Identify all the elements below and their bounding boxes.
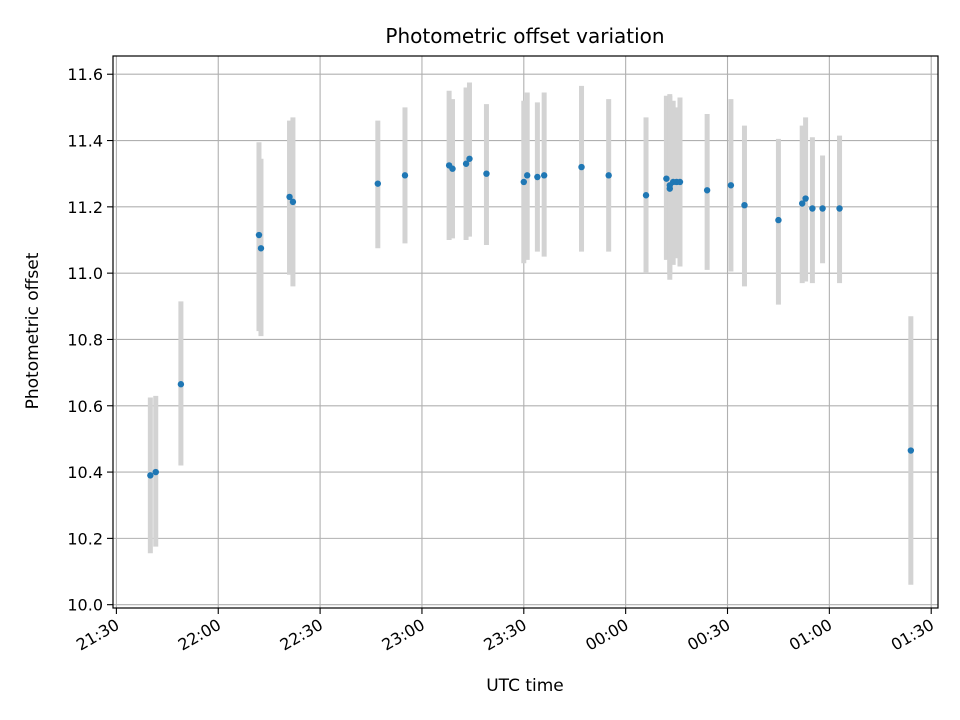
data-point xyxy=(289,198,297,206)
data-point xyxy=(819,205,826,212)
data-point xyxy=(775,216,782,224)
data-point xyxy=(798,200,806,207)
data-point xyxy=(727,182,735,189)
data-point xyxy=(578,163,585,171)
chart-title: Photometric offset variation xyxy=(385,24,664,48)
data-point xyxy=(255,231,263,239)
y-tick-label: 10.4 xyxy=(67,463,103,482)
data-point xyxy=(483,170,490,177)
y-tick-label: 11.0 xyxy=(67,264,103,283)
data-point xyxy=(449,165,456,172)
y-axis: 10.0 10.2 10.4 10.6 10.8 11.0 11.2 11.4 11.6 xyxy=(67,65,113,615)
data-point xyxy=(177,381,185,388)
plot-frame xyxy=(112,55,939,609)
data-points xyxy=(147,155,915,479)
data-point xyxy=(520,178,528,186)
data-point xyxy=(374,180,382,187)
y-tick-label: 10.0 xyxy=(67,596,103,615)
data-point xyxy=(152,468,159,476)
data-point xyxy=(663,175,670,182)
data-point xyxy=(676,178,684,186)
data-point xyxy=(741,201,748,209)
data-point xyxy=(286,193,293,201)
data-point xyxy=(703,187,711,194)
y-tick-label: 10.8 xyxy=(67,330,103,349)
y-tick-label: 11.6 xyxy=(67,65,103,84)
data-point xyxy=(462,160,470,167)
y-axis-label: Photometric offset xyxy=(23,252,43,409)
data-point xyxy=(907,447,915,454)
data-point xyxy=(257,245,265,252)
y-tick-label: 10.2 xyxy=(67,529,103,548)
data-point xyxy=(802,195,809,202)
data-point xyxy=(523,172,531,179)
data-point xyxy=(642,192,650,199)
y-tick-label: 11.2 xyxy=(67,198,103,217)
data-point xyxy=(540,172,548,179)
data-point xyxy=(147,472,154,479)
data-point xyxy=(809,205,816,212)
y-tick-label: 10.6 xyxy=(67,397,103,416)
y-tick-label: 11.4 xyxy=(67,132,103,151)
data-point xyxy=(466,155,473,162)
data-point xyxy=(605,172,612,179)
x-axis-label: UTC time xyxy=(486,676,564,696)
data-point xyxy=(534,173,541,181)
data-point xyxy=(401,172,409,179)
data-point xyxy=(836,205,843,212)
